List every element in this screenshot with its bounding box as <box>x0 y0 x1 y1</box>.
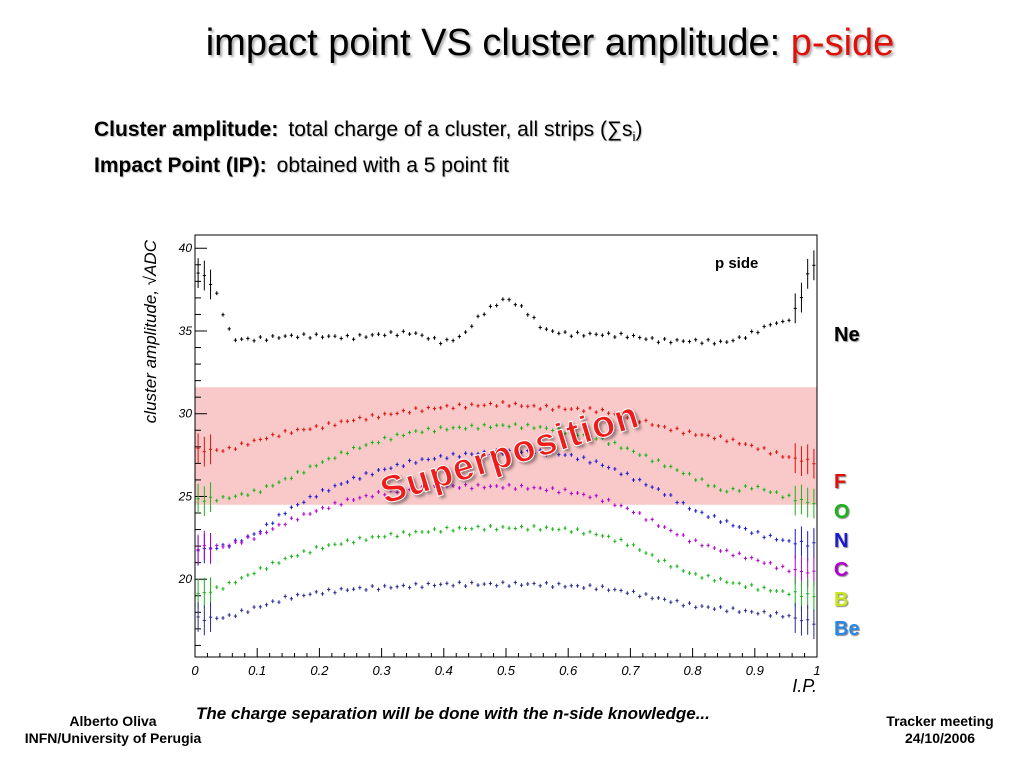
x-tick-label: 0.2 <box>310 663 329 678</box>
y-tick-label: 35 <box>179 324 193 338</box>
series-be <box>196 580 816 640</box>
definition-cluster-amplitude: Cluster amplitude: total charge of a clus… <box>94 118 642 144</box>
x-tick-label: 0.8 <box>684 663 703 678</box>
slide-title-main: impact point VS cluster amplitude: <box>205 22 781 64</box>
x-tick-label: 0.5 <box>497 663 516 678</box>
series-o <box>196 422 816 519</box>
footer-author-name: Alberto Oliva <box>69 713 157 729</box>
x-tick-label: 0.9 <box>746 663 764 678</box>
x-tick-label: 0.7 <box>621 663 640 678</box>
series-c <box>196 482 816 588</box>
x-tick-label: 0 <box>191 663 199 678</box>
element-label-n: N <box>834 530 849 552</box>
element-label-be: Be <box>834 618 860 640</box>
footer-author-affiliation: INFN/University of Perugia <box>24 730 202 746</box>
series-f <box>196 400 816 479</box>
x-tick-label: 0.6 <box>559 663 578 678</box>
footer-meeting-name: Tracker meeting <box>886 713 994 729</box>
definition-cluster-amplitude-label: Cluster amplitude: <box>94 118 279 141</box>
footer-author: Alberto Oliva INFN/University of Perugia <box>18 713 208 747</box>
slide-title: impact point VS cluster amplitude: p-sid… <box>0 22 1023 65</box>
series-n <box>196 448 816 566</box>
series-b <box>196 523 816 612</box>
definition-impact-point: Impact Point (IP): obtained with a 5 poin… <box>94 154 509 178</box>
definition-cluster-amplitude-close: ) <box>635 118 643 141</box>
charge-separation-note: The charge separation will be done with … <box>196 704 710 723</box>
definition-impact-point-label: Impact Point (IP): <box>94 154 267 177</box>
x-tick-label: 1 <box>813 663 820 678</box>
x-tick-label: 0.4 <box>435 663 453 678</box>
definition-cluster-amplitude-text: total charge of a cluster, all strips (∑… <box>288 118 633 141</box>
element-label-f: F <box>834 471 847 493</box>
footer-meeting-date: 24/10/2006 <box>904 730 976 746</box>
y-tick-label: 25 <box>178 489 193 503</box>
slide-title-accent: p-side <box>790 22 895 64</box>
element-label-c: C <box>834 559 849 581</box>
y-tick-label: 30 <box>179 407 193 421</box>
element-label-o: O <box>834 501 850 523</box>
series-ne <box>196 250 816 346</box>
definition-impact-point-text: obtained with a 5 point fit <box>276 154 509 177</box>
x-tick-label: 0.3 <box>373 663 392 678</box>
y-tick-label: 40 <box>179 241 193 255</box>
superposition-band <box>195 387 817 505</box>
definition-cluster-amplitude-subscript: i <box>632 129 636 145</box>
element-label-ne: Ne <box>834 324 860 346</box>
y-axis-label: cluster amplitude, √ADC <box>141 239 160 423</box>
cluster-amplitude-chart: 0 0.1 0.2 0.3 0.4 0.5 0.6 0.7 0.8 0.9 1 20 25 30 35 40 I… <box>141 234 821 695</box>
x-axis-label: I.P. <box>792 676 817 695</box>
x-tick-label: 0.1 <box>248 663 266 678</box>
element-label-b: B <box>834 589 849 611</box>
chart-title: p side <box>715 255 758 272</box>
y-tick-label: 20 <box>178 572 193 586</box>
footer-meeting: Tracker meeting 24/10/2006 <box>870 713 1010 747</box>
